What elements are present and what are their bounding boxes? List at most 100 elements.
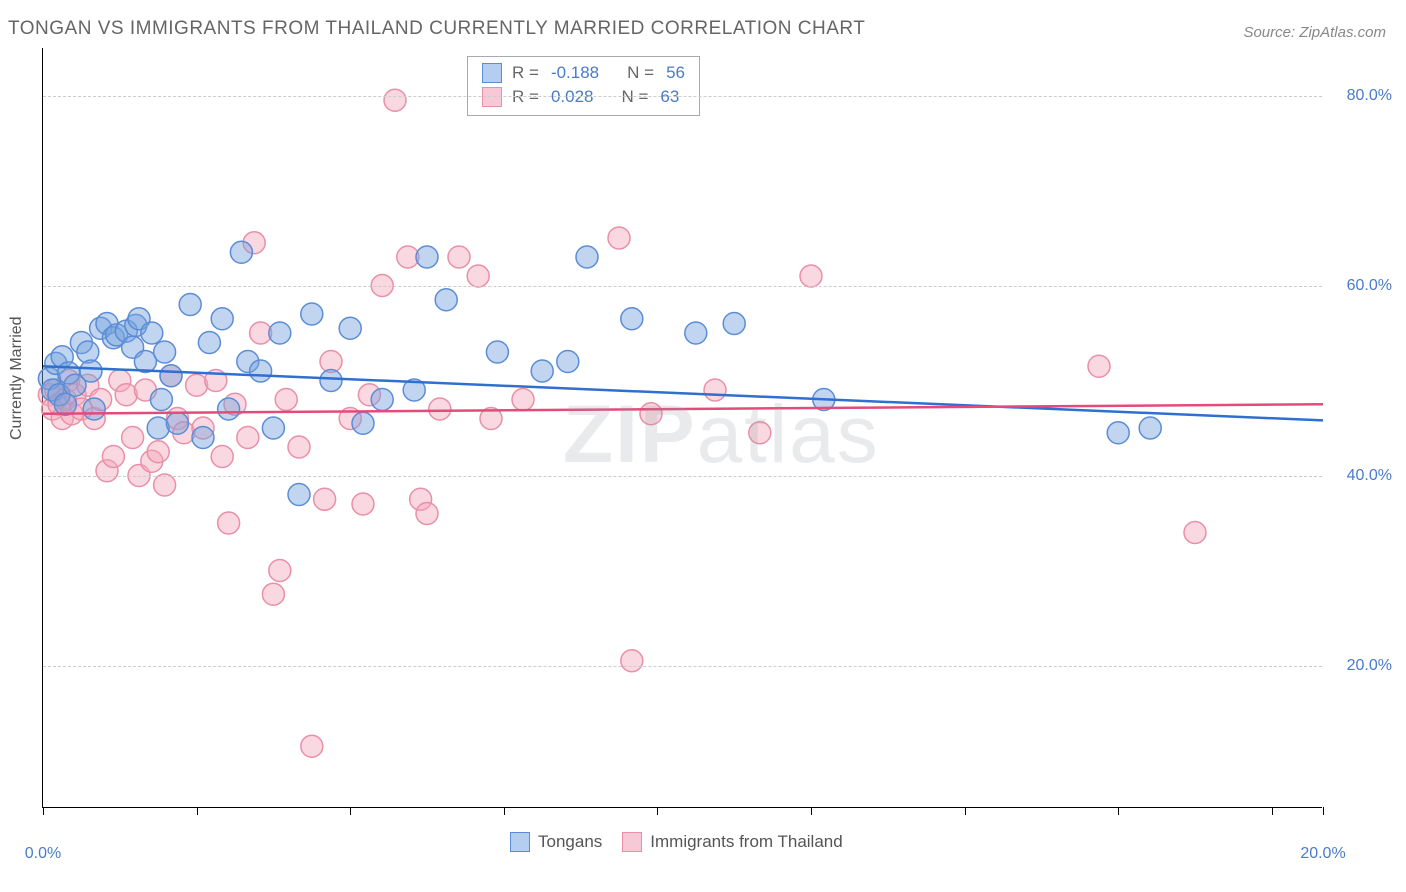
scatter-point <box>179 294 201 316</box>
scatter-point <box>262 417 284 439</box>
scatter-point <box>531 360 553 382</box>
x-tick <box>1272 807 1273 815</box>
scatter-point <box>621 308 643 330</box>
x-tick <box>504 807 505 815</box>
legend-label: Tongans <box>538 832 602 852</box>
legend-swatch <box>622 832 642 852</box>
scatter-point <box>154 474 176 496</box>
gridline <box>43 666 1322 667</box>
scatter-point <box>269 560 291 582</box>
gridline <box>43 96 1322 97</box>
scatter-point <box>314 488 336 510</box>
scatter-point <box>416 503 438 525</box>
r-value: -0.188 <box>551 63 599 83</box>
scatter-point <box>685 322 707 344</box>
scatter-point <box>218 512 240 534</box>
r-value: 0.028 <box>551 87 594 107</box>
y-axis-label: Currently Married <box>8 316 26 440</box>
x-tick-label: 0.0% <box>25 845 61 863</box>
scatter-point <box>608 227 630 249</box>
x-tick <box>350 807 351 815</box>
scatter-point <box>275 389 297 411</box>
legend-swatch <box>482 87 502 107</box>
scatter-point <box>512 389 534 411</box>
scatter-point <box>115 384 137 406</box>
scatter-point <box>467 265 489 287</box>
scatter-point <box>211 308 233 330</box>
scatter-point <box>486 341 508 363</box>
x-tick <box>43 807 44 815</box>
y-tick-label: 60.0% <box>1347 277 1392 295</box>
scatter-point <box>640 403 662 425</box>
scatter-point <box>237 427 259 449</box>
scatter-point <box>1107 422 1129 444</box>
scatter-point <box>429 398 451 420</box>
stats-legend-row: R = 0.028 N = 63 <box>482 85 685 109</box>
scatter-point <box>122 427 144 449</box>
n-value: 63 <box>660 87 679 107</box>
scatter-point <box>250 360 272 382</box>
scatter-point <box>557 351 579 373</box>
plot-area: ZIPatlas R = -0.188 N = 56 R = 0.028 N =… <box>42 48 1322 808</box>
legend-entry: Immigrants from Thailand <box>622 832 842 852</box>
chart-canvas <box>43 48 1322 807</box>
x-tick <box>657 807 658 815</box>
scatter-point <box>448 246 470 268</box>
scatter-point <box>102 446 124 468</box>
scatter-point <box>435 289 457 311</box>
scatter-point <box>723 313 745 335</box>
stats-legend: R = -0.188 N = 56 R = 0.028 N = 63 <box>467 56 700 116</box>
scatter-point <box>1184 522 1206 544</box>
x-tick <box>197 807 198 815</box>
scatter-point <box>1139 417 1161 439</box>
scatter-point <box>262 583 284 605</box>
legend-label: Immigrants from Thailand <box>650 832 842 852</box>
scatter-point <box>371 389 393 411</box>
scatter-point <box>339 317 361 339</box>
scatter-point <box>230 241 252 263</box>
n-label: N = <box>621 87 648 107</box>
scatter-point <box>192 427 214 449</box>
scatter-point <box>352 493 374 515</box>
scatter-point <box>80 360 102 382</box>
scatter-point <box>160 365 182 387</box>
x-tick <box>811 807 812 815</box>
legend-swatch <box>482 63 502 83</box>
scatter-point <box>576 246 598 268</box>
legend-entry: Tongans <box>510 832 602 852</box>
n-label: N = <box>627 63 654 83</box>
stats-legend-row: R = -0.188 N = 56 <box>482 61 685 85</box>
r-label: R = <box>512 87 539 107</box>
scatter-point <box>288 484 310 506</box>
scatter-point <box>83 398 105 420</box>
y-tick-label: 40.0% <box>1347 467 1392 485</box>
scatter-point <box>154 341 176 363</box>
scatter-point <box>198 332 220 354</box>
scatter-point <box>352 412 374 434</box>
series-legend: Tongans Immigrants from Thailand <box>510 832 843 852</box>
scatter-point <box>186 374 208 396</box>
scatter-point <box>141 322 163 344</box>
scatter-point <box>166 412 188 434</box>
chart-title: TONGAN VS IMMIGRANTS FROM THAILAND CURRE… <box>8 18 865 40</box>
scatter-point <box>320 370 342 392</box>
x-tick <box>1118 807 1119 815</box>
scatter-point <box>384 89 406 111</box>
scatter-point <box>416 246 438 268</box>
scatter-point <box>621 650 643 672</box>
scatter-point <box>704 379 726 401</box>
gridline <box>43 476 1322 477</box>
x-tick <box>965 807 966 815</box>
scatter-point <box>800 265 822 287</box>
scatter-point <box>749 422 771 444</box>
y-tick-label: 20.0% <box>1347 657 1392 675</box>
scatter-point <box>150 389 172 411</box>
y-tick-label: 80.0% <box>1347 87 1392 105</box>
source-attribution: Source: ZipAtlas.com <box>1243 24 1386 41</box>
x-tick <box>1323 807 1324 815</box>
scatter-point <box>211 446 233 468</box>
n-value: 56 <box>666 63 685 83</box>
scatter-point <box>301 303 323 325</box>
r-label: R = <box>512 63 539 83</box>
scatter-point <box>1088 355 1110 377</box>
